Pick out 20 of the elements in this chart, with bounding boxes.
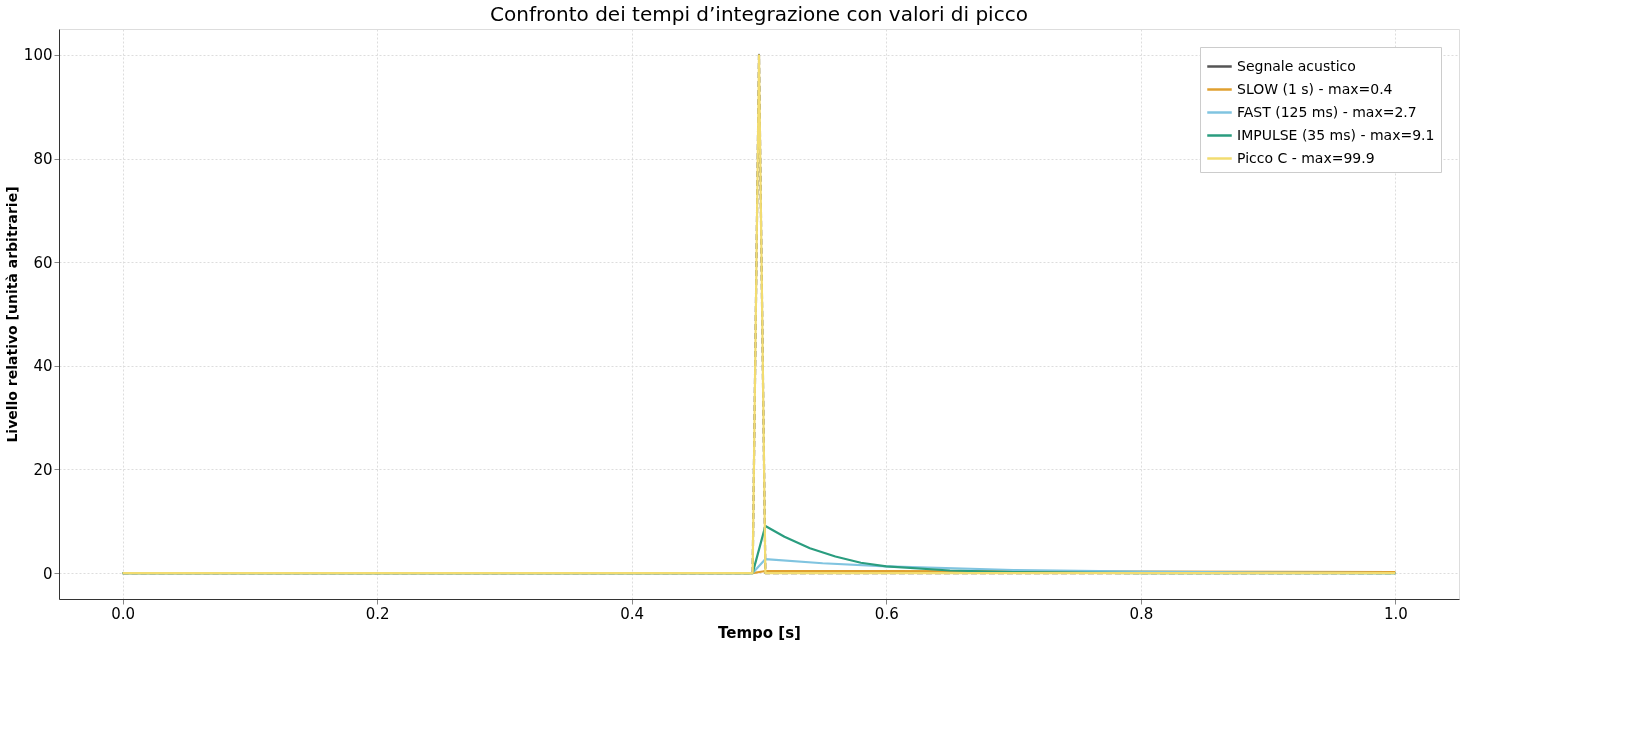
chart-title: Confronto dei tempi d’integrazione con valori di picco: [490, 2, 1028, 26]
x-tick-label: 0.0: [111, 604, 136, 623]
x-tick-label: 1.0: [1383, 604, 1408, 623]
legend-label: IMPULSE (35 ms) - max=9.1: [1237, 126, 1435, 143]
y-tick-label: 80: [33, 150, 53, 169]
legend-label: Segnale acustico: [1237, 57, 1356, 74]
legend-label: FAST (125 ms) - max=2.7: [1237, 103, 1417, 120]
x-tick-label: 0.4: [620, 604, 645, 623]
x-tick-label: 0.6: [874, 604, 899, 623]
legend-label: SLOW (1 s) - max=0.4: [1237, 80, 1393, 97]
y-tick-label: 20: [33, 460, 53, 479]
y-tick-label: 100: [23, 46, 53, 65]
y-tick-label: 0: [42, 564, 53, 583]
y-tick-label: 60: [33, 253, 53, 272]
y-tick-label: 40: [33, 357, 53, 376]
x-tick-label: 0.2: [365, 604, 390, 623]
legend-label: Picco C - max=99.9: [1237, 149, 1375, 166]
y-axis-title: Livello relativo [unità arbitrarie]: [3, 186, 20, 443]
x-axis-title: Tempo [s]: [718, 623, 801, 642]
x-tick-label: 0.8: [1129, 604, 1154, 623]
